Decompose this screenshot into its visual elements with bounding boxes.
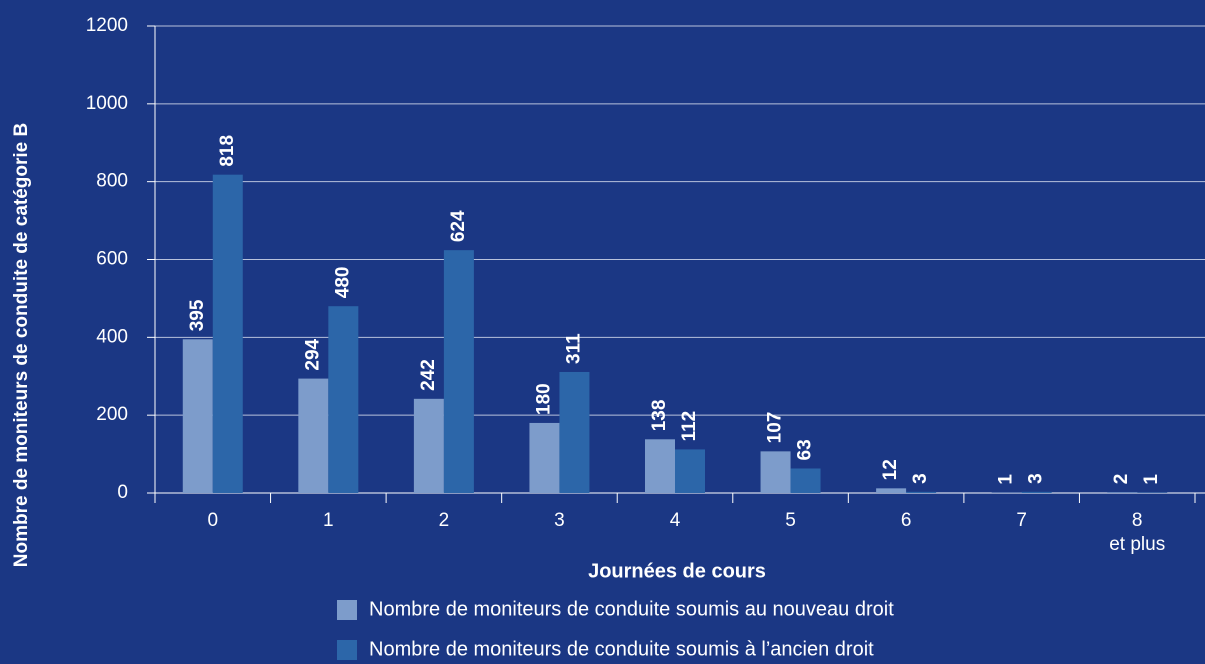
legend-label: Nombre de moniteurs de conduite soumis a…: [369, 598, 894, 620]
value-label: 294: [302, 338, 323, 370]
value-label: 395: [187, 299, 208, 331]
y-tick-label: 1000: [86, 93, 128, 114]
legend-swatch: [337, 640, 357, 660]
legend-label: Nombre de moniteurs de conduite soumis à…: [369, 638, 874, 660]
y-tick-label: 1200: [86, 15, 128, 36]
x-tick-label: 3: [554, 510, 565, 531]
value-label: 311: [563, 333, 584, 364]
value-label: 63: [795, 439, 816, 460]
bar: [182, 339, 213, 493]
value-label: 624: [448, 210, 469, 242]
bar: [675, 449, 705, 493]
value-label: 1: [1141, 474, 1162, 485]
x-tick-label: 4: [670, 510, 681, 531]
bar: [529, 422, 560, 493]
x-tick-label: 2: [439, 510, 450, 531]
x-tick-label: 7: [1016, 510, 1027, 531]
y-tick-label: 200: [96, 404, 128, 425]
value-label: 107: [765, 412, 786, 444]
bar: [645, 439, 675, 493]
x-axis-title: Journées de cours: [588, 560, 766, 582]
bar: [559, 371, 590, 493]
bar: [906, 491, 937, 493]
bar: [298, 378, 329, 493]
bar: [413, 398, 444, 493]
bar: [876, 488, 907, 493]
x-tick-label: 5: [785, 510, 796, 531]
y-tick-label: 400: [96, 326, 128, 347]
bar: [790, 468, 821, 493]
value-label: 2: [1111, 474, 1132, 485]
value-label: 3: [910, 473, 931, 484]
value-label: 112: [679, 411, 700, 442]
y-tick-label: 600: [96, 249, 128, 270]
value-label: 480: [332, 266, 353, 298]
y-tick-label: 800: [96, 171, 128, 192]
y-tick-label: 0: [117, 482, 128, 503]
value-label: 3: [1026, 473, 1047, 484]
x-tick-label: 8 et plus: [1109, 510, 1165, 555]
bar: [443, 250, 474, 493]
legend-swatch: [337, 600, 357, 620]
bar: [760, 451, 791, 493]
x-tick-label: 6: [901, 510, 912, 531]
bar: [1021, 491, 1052, 493]
value-label: 1: [996, 474, 1017, 485]
bar: [212, 174, 243, 493]
bar: [328, 306, 359, 493]
y-axis-title: Nombre de moniteurs de conduite de catég…: [11, 123, 32, 567]
value-label: 242: [418, 359, 439, 391]
value-label: 12: [880, 459, 901, 480]
x-tick-label: 1: [323, 510, 334, 531]
x-tick-label: 0: [207, 510, 218, 531]
bar: [1107, 492, 1138, 493]
value-label: 818: [217, 135, 238, 167]
value-label: 138: [649, 400, 670, 432]
value-label: 180: [533, 383, 554, 415]
